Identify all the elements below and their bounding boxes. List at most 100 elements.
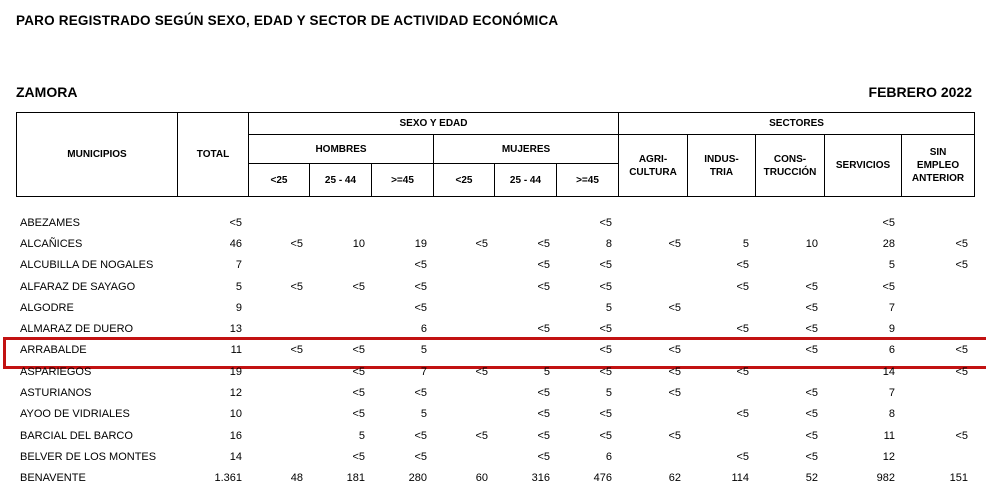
municipality-name: AYOO DE VIDRIALES — [20, 408, 130, 421]
cell-value: 5 — [235, 280, 242, 293]
cell-value: <5 — [805, 323, 818, 336]
column-header-industria: INDUS- TRIA — [687, 134, 756, 197]
unemployment-table-header: MUNICIPIOS TOTAL SEXO Y EDAD SECTORES HO… — [16, 112, 976, 197]
cell-value: <5 — [599, 429, 612, 442]
cell-value: <5 — [414, 301, 427, 314]
table-row-highlighted: ARRABALDE 11 <5 <5 5 <5 <5 <5 6 <5 — [3, 336, 986, 370]
cell-value: <5 — [290, 344, 303, 357]
cell-value: 6 — [605, 450, 612, 463]
cell-value: <5 — [668, 429, 681, 442]
municipality-name: BARCIAL DEL BARCO — [20, 429, 133, 442]
column-header-mujeres-lt25: <25 — [433, 163, 495, 197]
cell-value: <5 — [668, 365, 681, 378]
column-group-mujeres: MUJERES — [433, 134, 619, 164]
cell-value: <5 — [668, 237, 681, 250]
cell-value: <5 — [805, 429, 818, 442]
column-header-sin-empleo-anterior: SIN EMPLEO ANTERIOR — [900, 134, 976, 197]
cell-value: <5 — [736, 323, 749, 336]
cell-value: <5 — [537, 450, 550, 463]
cell-value: 280 — [408, 472, 427, 485]
table-row: ALMARAZ DE DUERO 13 6 <5 <5 <5 <5 9 — [16, 318, 974, 339]
table-row: AYOO DE VIDRIALES 10 <5 5 <5 <5 <5 <5 8 — [16, 404, 974, 425]
municipality-name: BENAVENTE — [20, 472, 86, 485]
column-group-sexo-edad: SEXO Y EDAD — [248, 112, 619, 135]
cell-value: 7 — [888, 301, 895, 314]
cell-value: <5 — [475, 365, 488, 378]
cell-value: 13 — [229, 323, 242, 336]
cell-value: <5 — [352, 365, 365, 378]
table-row: ALFARAZ DE SAYAGO 5 <5 <5 <5 <5 <5 <5 <5 <5 — [16, 276, 974, 297]
cell-value: <5 — [599, 259, 612, 272]
column-header-hombres-gte45: >=45 — [371, 163, 434, 197]
cell-value: <5 — [475, 429, 488, 442]
cell-value: 16 — [229, 429, 242, 442]
cell-value: 11 — [230, 344, 242, 357]
municipality-name: ASPARIEGOS — [20, 365, 92, 378]
column-group-hombres: HOMBRES — [248, 134, 434, 164]
cell-value: 7 — [420, 365, 427, 378]
cell-value: 5 — [543, 365, 550, 378]
cell-value: <5 — [414, 259, 427, 272]
cell-value: 6 — [420, 323, 427, 336]
cell-value: 8 — [605, 237, 612, 250]
column-header-servicios: SERVICIOS — [824, 134, 902, 197]
cell-value: <5 — [352, 344, 365, 357]
cell-value: <5 — [537, 237, 550, 250]
cell-value: <5 — [352, 280, 365, 293]
cell-value: 19 — [229, 365, 242, 378]
cell-value: <5 — [668, 387, 681, 400]
cell-value: <5 — [537, 259, 550, 272]
cell-value: 181 — [346, 472, 365, 485]
municipality-name: ARRABALDE — [20, 344, 87, 357]
cell-value: <5 — [736, 365, 749, 378]
cell-value: <5 — [736, 450, 749, 463]
column-header-hombres-lt25: <25 — [248, 163, 310, 197]
cell-value: 476 — [593, 472, 612, 485]
cell-value: 5 — [605, 387, 612, 400]
cell-value: <5 — [805, 387, 818, 400]
cell-value: <5 — [668, 301, 681, 314]
cell-value: 28 — [882, 237, 895, 250]
cell-value: 52 — [805, 472, 818, 485]
cell-value: <5 — [352, 387, 365, 400]
municipality-name: ALCAÑICES — [20, 237, 83, 250]
table-row: ALGODRE 9 <5 5 <5 <5 7 — [16, 297, 974, 318]
cell-value: 12 — [882, 450, 895, 463]
cell-value: 19 — [414, 237, 427, 250]
cell-value: 12 — [229, 387, 242, 400]
cell-value: 316 — [531, 472, 550, 485]
cell-value: <5 — [599, 323, 612, 336]
cell-value: <5 — [668, 344, 681, 357]
cell-value: 7 — [235, 259, 242, 272]
cell-value: <5 — [599, 280, 612, 293]
cell-value: 10 — [352, 237, 365, 250]
cell-value: <5 — [955, 365, 968, 378]
cell-value: <5 — [955, 259, 968, 272]
cell-value: 46 — [229, 237, 242, 250]
column-header-total: TOTAL — [177, 112, 249, 197]
municipality-name: ALGODRE — [20, 301, 74, 314]
cell-value: 10 — [229, 408, 242, 421]
table-body: ABEZAMES <5 <5 <5 ALCAÑICES 46 <5 10 19 <5 <5 8 <5 5 1… — [3, 212, 986, 489]
column-header-mujeres-25-44: 25 - 44 — [494, 163, 557, 197]
cell-value: <5 — [955, 429, 968, 442]
cell-value: <5 — [414, 280, 427, 293]
cell-value: <5 — [537, 429, 550, 442]
cell-value: 5 — [358, 429, 365, 442]
cell-value: <5 — [599, 216, 612, 229]
table-row: ALCUBILLA DE NOGALES 7 <5 <5 <5 <5 5 <5 — [16, 255, 974, 276]
municipality-name: ABEZAMES — [20, 216, 80, 229]
cell-value: 14 — [882, 365, 895, 378]
cell-value: <5 — [805, 301, 818, 314]
cell-value: <5 — [537, 408, 550, 421]
cell-value: <5 — [736, 408, 749, 421]
municipality-name: BELVER DE LOS MONTES — [20, 450, 157, 463]
cell-value: 982 — [876, 472, 895, 485]
cell-value: 60 — [475, 472, 488, 485]
municipality-name: ALCUBILLA DE NOGALES — [20, 259, 154, 272]
cell-value: 11 — [883, 429, 895, 442]
column-header-agricultura: AGRI- CULTURA — [618, 134, 688, 197]
table-row: BARCIAL DEL BARCO 16 5 <5 <5 <5 <5 <5 <5 11 <5 — [16, 425, 974, 446]
table-row: ASPARIEGOS 19 <5 7 <5 5 <5 <5 <5 14 <5 — [16, 361, 974, 382]
